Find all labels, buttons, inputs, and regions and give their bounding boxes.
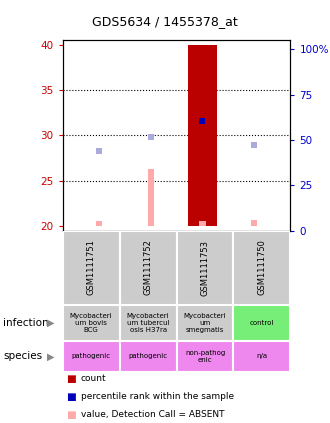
Bar — [233, 305, 290, 341]
Text: GSM1111752: GSM1111752 — [144, 239, 152, 296]
Text: infection: infection — [3, 318, 49, 327]
Text: Mycobacteri
um
smegmatis: Mycobacteri um smegmatis — [184, 313, 226, 332]
Text: ▶: ▶ — [48, 352, 55, 361]
Bar — [188, 45, 217, 226]
Text: count: count — [81, 374, 107, 383]
Point — [96, 147, 102, 154]
Bar — [233, 231, 290, 305]
Text: control: control — [250, 319, 274, 326]
Text: GDS5634 / 1455378_at: GDS5634 / 1455378_at — [92, 15, 238, 28]
Bar — [199, 222, 206, 226]
Text: Mycobacteri
um bovis
BCG: Mycobacteri um bovis BCG — [70, 313, 113, 332]
Text: ■: ■ — [66, 374, 76, 384]
Point — [148, 134, 153, 140]
Text: pathogenic: pathogenic — [72, 353, 111, 360]
Bar — [233, 341, 290, 372]
Text: ■: ■ — [66, 410, 76, 420]
Text: non-pathog
enic: non-pathog enic — [185, 350, 225, 363]
Point — [251, 142, 257, 149]
Text: Mycobacteri
um tubercul
osis H37ra: Mycobacteri um tubercul osis H37ra — [127, 313, 169, 332]
Text: pathogenic: pathogenic — [128, 353, 168, 360]
Text: ▶: ▶ — [48, 318, 55, 327]
Bar — [63, 305, 119, 341]
Text: GSM1111751: GSM1111751 — [87, 239, 96, 296]
Bar — [177, 231, 234, 305]
Bar — [251, 220, 257, 226]
Text: ■: ■ — [66, 392, 76, 402]
Point — [200, 118, 205, 124]
Text: n/a: n/a — [256, 353, 268, 360]
Bar — [119, 231, 177, 305]
Text: GSM1111753: GSM1111753 — [201, 239, 210, 296]
Text: value, Detection Call = ABSENT: value, Detection Call = ABSENT — [81, 410, 224, 420]
Bar — [63, 341, 119, 372]
Text: GSM1111750: GSM1111750 — [257, 239, 266, 296]
Bar — [119, 341, 177, 372]
Bar — [63, 231, 119, 305]
Point — [200, 118, 205, 124]
Bar — [119, 305, 177, 341]
Text: species: species — [3, 352, 43, 361]
Bar — [148, 169, 154, 226]
Bar — [96, 220, 102, 226]
Bar — [177, 341, 234, 372]
Bar — [177, 305, 234, 341]
Text: percentile rank within the sample: percentile rank within the sample — [81, 392, 234, 401]
